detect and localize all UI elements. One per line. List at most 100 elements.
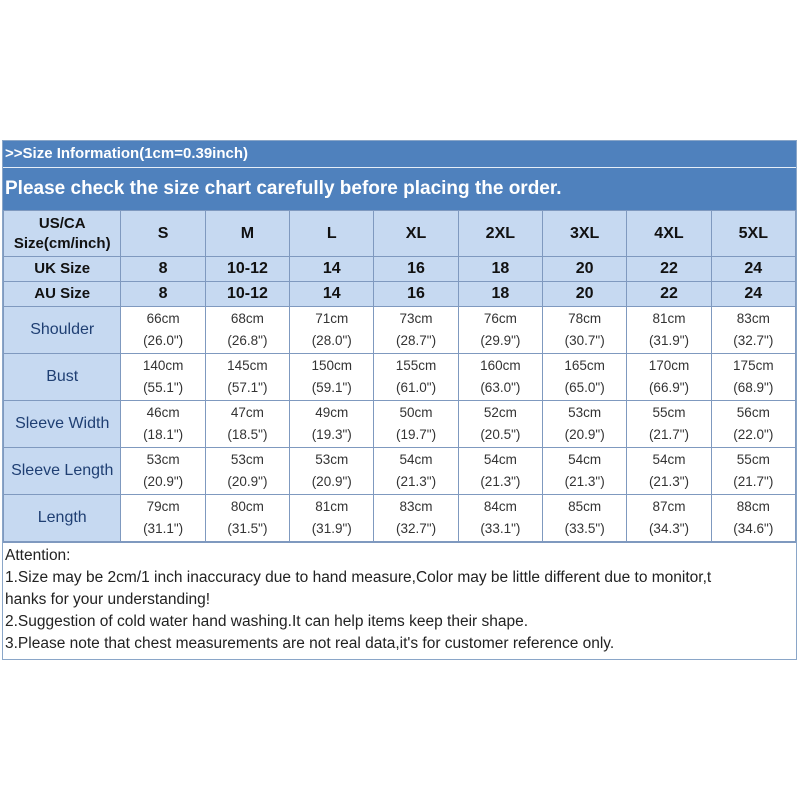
size-system-label-line: AU Size — [34, 285, 91, 302]
measurement-cell: 46cm (18.1") — [120, 400, 206, 448]
measurement-inch: (33.1") — [480, 521, 521, 536]
measurement-inch: (61.0") — [396, 380, 437, 395]
measurement-inch: (65.0") — [564, 380, 605, 395]
measurement-inch: (31.9") — [648, 333, 689, 348]
measurement-inch: (28.0") — [311, 333, 352, 348]
measurement-inch: (28.7") — [396, 333, 437, 348]
measurement-cell: 71cm (28.0") — [289, 306, 375, 354]
measurement-cm: 54cm — [399, 452, 433, 467]
measurement-inch: (21.7") — [648, 427, 689, 442]
measurement-cm: 175cm — [733, 358, 774, 373]
measurement-cell: 175cm (68.9") — [710, 353, 797, 401]
measurement-cell: 170cm (66.9") — [626, 353, 712, 401]
size-value-cell: 24 — [710, 256, 797, 282]
measurement-cm: 170cm — [648, 358, 690, 373]
size-value-cell: L — [289, 210, 375, 257]
measurement-cm: 87cm — [652, 499, 686, 514]
size-value-cell: 20 — [541, 281, 628, 307]
measurement-cell: 76cm (29.9") — [457, 306, 544, 354]
attention-line: 1.Size may be 2cm/1 inch inaccuracy due … — [5, 569, 712, 586]
measurement-cell: 73cm (28.7") — [373, 306, 459, 354]
measurement-cell: 88cm (34.6") — [710, 494, 797, 542]
measurement-cell: 52cm (20.5") — [457, 400, 544, 448]
size-value-cell: 2XL — [457, 210, 544, 257]
measurement-cm: 53cm — [230, 452, 264, 467]
measurement-cm: 53cm — [315, 452, 349, 467]
attention-line: 3.Please note that chest measurements ar… — [5, 635, 615, 652]
measurement-cell: 54cm (21.3") — [373, 447, 459, 495]
measurement-cell: 54cm (21.3") — [626, 447, 712, 495]
size-value-cell: XL — [373, 210, 459, 257]
size-value-cell: 24 — [710, 281, 797, 307]
size-value-cell: 8 — [120, 256, 206, 282]
measurement-cm: 54cm — [652, 452, 686, 467]
size-value-cell: 14 — [289, 256, 375, 282]
measurement-cell: 55cm (21.7") — [710, 447, 797, 495]
measurement-cell: 87cm (34.3") — [626, 494, 712, 542]
measurement-inch: (34.6") — [733, 521, 774, 536]
measurement-label: Sleeve Width — [2, 400, 122, 448]
measurement-inch: (21.3") — [564, 474, 605, 489]
measurement-cell: 155cm (61.0") — [373, 353, 459, 401]
measurement-inch: (19.7") — [396, 427, 437, 442]
size-header-row: US/CA Size(cm/inch) S M L XL 2XL 3XL 4XL 5XL — [2, 210, 797, 257]
measurement-cm: 150cm — [311, 358, 352, 373]
measurement-cm: 52cm — [483, 405, 517, 420]
measurement-inch: (63.0") — [480, 380, 521, 395]
size-value-cell: 18 — [457, 256, 544, 282]
measurement-inch: (30.7") — [564, 333, 605, 348]
measurement-inch: (68.9") — [733, 380, 774, 395]
measurement-inch: (66.9") — [648, 380, 689, 395]
measurement-cell: 78cm (30.7") — [541, 306, 628, 354]
measurement-inch: (20.9") — [143, 474, 184, 489]
size-system-label-line: US/CA — [38, 214, 86, 232]
measurement-cell: 140cm (55.1") — [120, 353, 206, 401]
measurement-cell: 81cm (31.9") — [289, 494, 375, 542]
size-value-cell: 14 — [289, 281, 375, 307]
measurement-cm: 56cm — [736, 405, 770, 420]
measurement-cm: 78cm — [568, 311, 602, 326]
measurement-cm: 49cm — [315, 405, 349, 420]
measurement-cell: 55cm (21.7") — [626, 400, 712, 448]
measurement-inch: (31.9") — [311, 521, 352, 536]
measurement-inch: (20.9") — [311, 474, 352, 489]
measurement-inch: (33.5") — [564, 521, 605, 536]
measurement-cell: 47cm (18.5") — [204, 400, 291, 448]
measurement-cm: 88cm — [736, 499, 770, 514]
measurement-inch: (57.1") — [227, 380, 268, 395]
measurement-cm: 85cm — [568, 499, 602, 514]
measurement-cell: 80cm (31.5") — [204, 494, 291, 542]
measurement-cell: 83cm (32.7") — [710, 306, 797, 354]
size-value-cell: 16 — [373, 256, 459, 282]
size-table: US/CA Size(cm/inch) S M L XL 2XL 3XL 4XL 5XL UK Si… — [2, 210, 797, 542]
measurement-inch: (21.3") — [648, 474, 689, 489]
measurement-label: Shoulder — [2, 306, 122, 354]
measurement-inch: (20.5") — [480, 427, 521, 442]
measurement-cm: 68cm — [230, 311, 264, 326]
measurement-inch: (26.0") — [143, 333, 184, 348]
measurement-row: Sleeve Length 53cm (20.9") 53cm (20.9") 53cm (… — [2, 447, 797, 495]
measurement-cm: 145cm — [227, 358, 268, 373]
measurement-inch: (21.3") — [396, 474, 437, 489]
measurement-inch: (59.1") — [311, 380, 352, 395]
measurement-row: Bust 140cm (55.1") 145cm (57.1") 150cm (59.1")… — [2, 353, 797, 401]
size-table-body: US/CA Size(cm/inch) S M L XL 2XL 3XL 4XL 5XL UK Si… — [2, 210, 797, 542]
attention-notes: Attention: 1.Size may be 2cm/1 inch inac… — [3, 542, 796, 659]
size-value-cell: 10-12 — [204, 281, 291, 307]
measurement-cm: 81cm — [315, 499, 349, 514]
measurement-inch: (21.3") — [480, 474, 521, 489]
measurement-cell: 150cm (59.1") — [289, 353, 375, 401]
size-value-cell: 18 — [457, 281, 544, 307]
measurement-label: Bust — [2, 353, 122, 401]
measurement-cm: 66cm — [146, 311, 180, 326]
measurement-row: Sleeve Width 46cm (18.1") 47cm (18.5") 49cm (1… — [2, 400, 797, 448]
measurement-cell: 68cm (26.8") — [204, 306, 291, 354]
measurement-cell: 66cm (26.0") — [120, 306, 206, 354]
measurement-cm: 165cm — [564, 358, 605, 373]
size-value-cell: 16 — [373, 281, 459, 307]
measurement-cm: 76cm — [483, 311, 517, 326]
measurement-inch: (21.7") — [733, 474, 774, 489]
size-value-cell: 10-12 — [204, 256, 291, 282]
measurement-cm: 54cm — [483, 452, 517, 467]
measurement-inch: (20.9") — [564, 427, 605, 442]
